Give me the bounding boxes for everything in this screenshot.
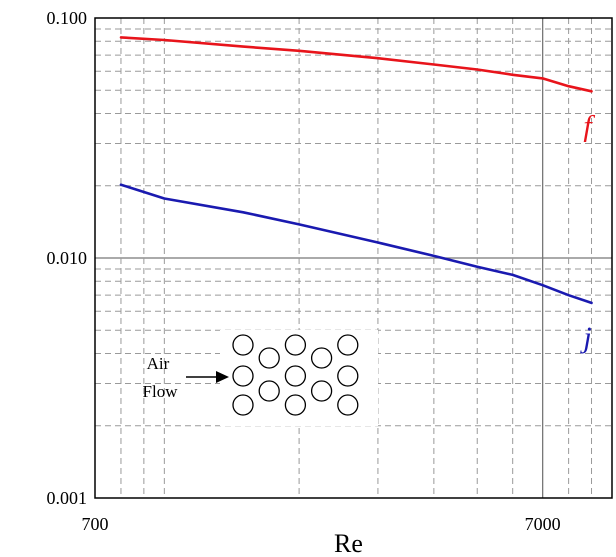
tube-circle [284,394,307,416]
tube-circle [310,380,333,402]
tube-circle [284,365,307,387]
y-tick-label: 0.100 [47,8,88,28]
tube-circle [337,334,359,356]
tube-bank-inset: Air Flow [143,330,378,426]
y-tick-label: 0.001 [47,488,88,508]
tube-circle [258,380,280,402]
inset-label-line1: Air [147,354,170,373]
plot-frame [94,17,613,499]
x-axis-title: Re [334,529,363,557]
tube-circle [284,334,307,356]
grid [95,18,612,498]
x-tick-label: 7000 [525,514,561,534]
flow-arrow-head [216,371,229,383]
tube-circle [337,365,359,387]
tube-circle [310,347,333,369]
series-label-j: j [579,321,591,354]
series-line-f [119,36,593,93]
tick-labels: 0.001 0.010 0.100 700 7000 [47,8,561,534]
tube-circle [337,394,359,416]
tube-circle [232,334,254,356]
series-line-j [119,183,593,305]
y-tick-label: 0.010 [47,248,88,268]
inset-label-line2: Flow [143,382,179,401]
tube-circle [258,347,280,369]
tube-circle [232,365,254,387]
tube-circle [232,394,254,416]
x-tick-label: 700 [82,514,109,534]
